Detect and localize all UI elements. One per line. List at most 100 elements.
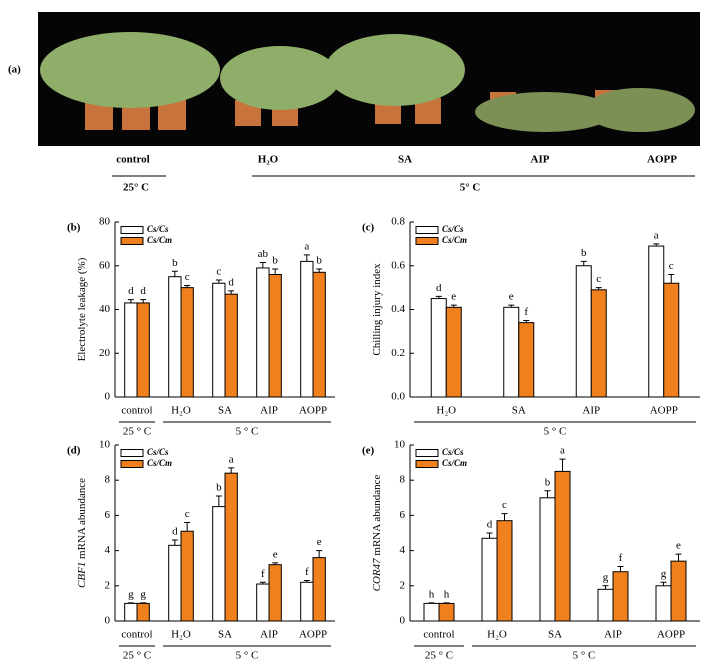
bar — [224, 472, 238, 622]
bar — [212, 506, 226, 622]
bar — [597, 588, 614, 622]
panel-label: (a) — [8, 64, 21, 76]
legend-label: Cs/Cs — [147, 447, 169, 457]
panel-label: (c) — [362, 222, 375, 234]
panel-label: (e) — [362, 445, 375, 457]
significance-letter: f — [261, 568, 265, 580]
significance-letter: b — [172, 257, 178, 269]
x-tick-label: AIP — [260, 629, 278, 641]
bar — [224, 293, 238, 398]
significance-letter: ab — [258, 248, 269, 260]
error-bar — [428, 602, 435, 604]
group-label: 25 ° C — [123, 650, 151, 662]
significance-letter: h — [444, 588, 450, 600]
significance-letter: b — [272, 255, 278, 267]
y-tick-label: 0.2 — [391, 347, 405, 359]
significance-letter: c — [185, 271, 190, 283]
x-tick-label: control — [423, 629, 454, 641]
error-bar — [486, 532, 493, 539]
y-label-text: mRNA abundance — [76, 478, 88, 559]
bar — [312, 557, 326, 622]
bar — [481, 537, 498, 622]
error-bar — [523, 319, 530, 323]
error-bar — [675, 553, 682, 562]
significance-letter: b — [316, 255, 322, 267]
error-bar — [259, 581, 266, 585]
legend-label: Cs/Cs — [147, 224, 169, 234]
bar — [168, 276, 182, 398]
x-tick-label: SA — [548, 629, 562, 641]
x-tick-label: H₂O — [171, 405, 191, 417]
group-label: 5 ° C — [573, 650, 596, 662]
legend-swatch — [120, 237, 144, 245]
error-bar — [544, 490, 551, 498]
bar — [655, 585, 672, 622]
error-bar — [127, 299, 134, 303]
y-label-text: Electrolyte leakage (%) — [76, 257, 88, 361]
error-bar — [450, 304, 457, 308]
error-bar — [171, 270, 178, 277]
x-tick-label: AOPP — [299, 629, 327, 641]
y-tick-label: 60 — [99, 259, 111, 271]
legend-label: Cs/Cs — [442, 447, 464, 457]
legend-swatch — [415, 237, 439, 245]
significance-letter: h — [429, 588, 435, 600]
significance-letter: d — [436, 282, 442, 294]
significance-letter: g — [140, 588, 146, 600]
group-label: 5 ° C — [236, 426, 259, 438]
legend-swatch — [120, 449, 144, 457]
bar — [256, 583, 270, 622]
error-bar — [559, 458, 566, 472]
treatment-label: AIP — [531, 154, 550, 166]
treatment-label: AOPP — [647, 154, 677, 166]
y-axis-label: CBF1 mRNA abundance — [76, 478, 88, 588]
error-bar — [435, 295, 442, 299]
significance-letter: f — [524, 306, 528, 318]
significance-letter: d — [172, 526, 178, 538]
y-tick-label: 8 — [105, 474, 111, 486]
bar — [124, 602, 138, 622]
legend-label: Cs/Cm — [147, 458, 172, 468]
panel: (e) 0 2 4 6 8 10 COR47 mRNA abundance control h h H… — [362, 439, 700, 662]
significance-letter: e — [273, 548, 278, 560]
y-tick-label: 2 — [400, 579, 406, 591]
legend-swatch — [415, 449, 439, 457]
x-tick-label: AOPP — [657, 629, 685, 641]
group-label: 25 ° C — [425, 650, 453, 662]
y-tick-label: 0.0 — [391, 391, 405, 403]
significance-letter: d — [140, 285, 146, 297]
bar — [496, 520, 513, 622]
panel: (d) 0 2 4 6 8 10 CBF1 mRNA abundance control g g H₂… — [67, 439, 335, 662]
error-bar — [580, 260, 587, 266]
y-tick-label: 0 — [105, 615, 111, 627]
bar — [590, 289, 607, 398]
x-tick-label: SA — [218, 629, 232, 641]
significance-letter: b — [581, 247, 587, 259]
bar — [503, 306, 520, 398]
error-bar — [303, 254, 310, 262]
panel-label: (d) — [67, 445, 81, 457]
significance-letter: f — [619, 552, 623, 564]
y-tick-label: 40 — [99, 303, 111, 315]
y-tick-label: 0.8 — [391, 216, 405, 228]
y-tick-label: 0.6 — [391, 259, 405, 271]
bar — [312, 271, 326, 398]
error-bar — [303, 580, 310, 583]
significance-letter: e — [676, 540, 681, 552]
group-label: 25° C — [123, 182, 149, 194]
significance-letter: c — [502, 499, 507, 511]
y-tick-label: 0 — [105, 391, 111, 403]
treatment-label: H₂O — [258, 154, 279, 166]
x-tick-label: AIP — [582, 405, 600, 417]
x-tick-label: AOPP — [650, 405, 678, 417]
significance-letter: e — [509, 291, 514, 303]
group-label: 25 ° C — [123, 426, 151, 438]
error-bar — [215, 495, 222, 507]
bar — [445, 306, 462, 398]
bar — [180, 287, 194, 398]
bar — [648, 245, 665, 398]
leaves — [40, 32, 695, 132]
y-tick-label: 6 — [105, 509, 111, 521]
y-label-text: Chilling injury index — [371, 263, 383, 356]
